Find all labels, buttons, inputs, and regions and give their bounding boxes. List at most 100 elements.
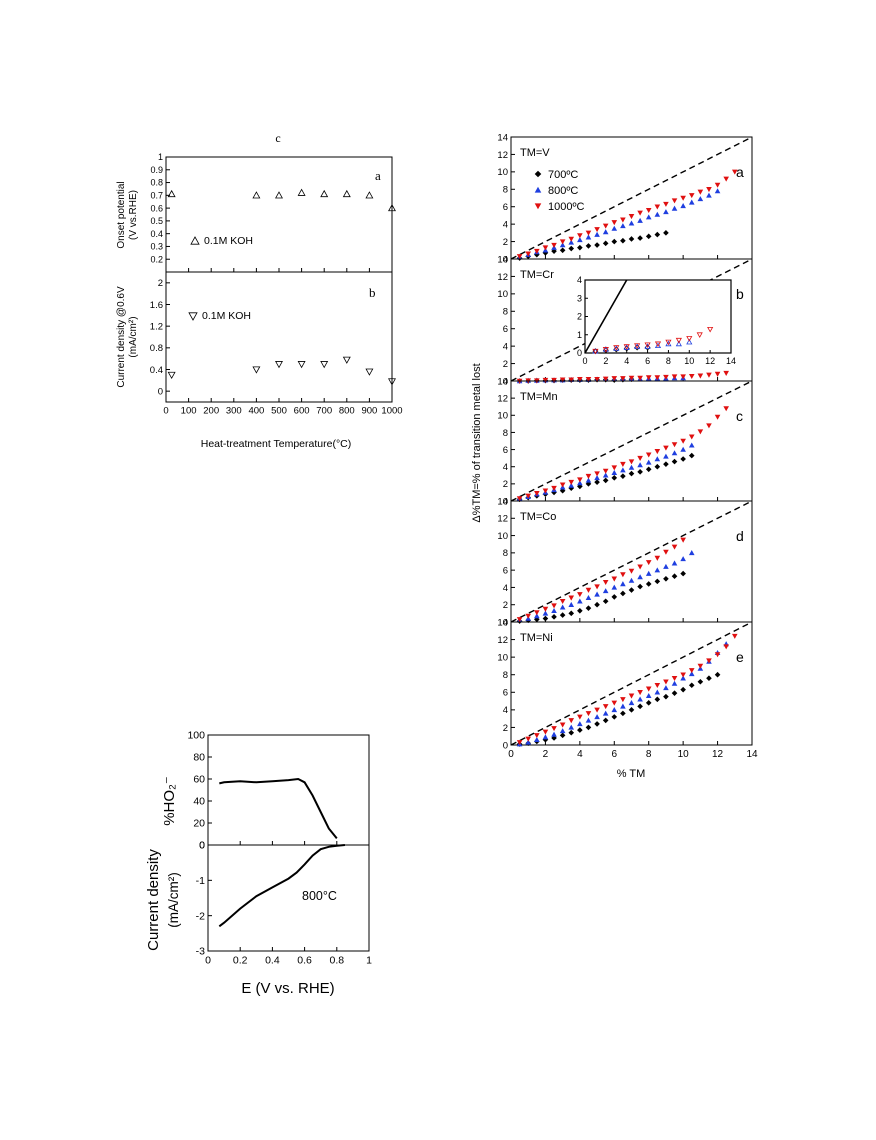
tm-point-1000 [568,718,575,724]
tm-point-1000 [594,377,600,383]
tm-inset-point-800 [686,338,693,345]
current-point [252,366,261,374]
tm-inset-xtick-label: 10 [684,356,694,366]
onset-potential-chart: a Onset potential (V vs.RHE) 0.1M KOH 1 0… [116,152,396,273]
tm-point-800 [671,680,678,686]
onset-point [388,203,396,212]
tm-inset-ytick-label: 1 [577,330,582,340]
tm-point-1000 [697,429,704,435]
tm-point-700 [663,575,669,582]
tm-panel-c: 14 12 10 8 6 4 2 0 TM=Mn c [497,376,753,507]
tm-legend-marker [534,170,542,178]
tm-inset-frame [584,279,732,354]
tm-inset-point-1000 [592,348,599,355]
onset-point [342,189,351,198]
tm-point-800 [637,696,643,702]
tm-point-700 [577,607,583,614]
tm-point-800 [645,693,652,699]
tm-inset-ytick-label: 0 [577,348,582,358]
tm-legend: 700ºC 800ºC 1000ºC [534,169,584,213]
tm-point-1000 [568,377,575,383]
tm-point-700 [688,452,695,459]
cd800-xlabel: E (V vs. RHE) [241,980,334,997]
tm-point-800 [628,577,635,583]
tm-point-800 [637,462,643,468]
tm-point-800 [568,724,575,730]
tm-panel-letter: d [736,528,744,544]
onset-point [275,191,283,199]
tm-point-1000 [585,587,592,593]
tm-point-700 [645,581,652,587]
tm-inset-xtick-label: 12 [705,356,715,366]
tm-c-ytick-label: 14 [497,376,508,387]
onset-panel-letter: a [375,168,381,183]
tm-point-700 [680,456,686,462]
cd800-curve [218,844,345,928]
tm-point-800 [594,231,600,237]
tm-inset-point-1000 [665,339,672,346]
tm-e-xtick-label: 4 [577,749,583,760]
tm-point-1000 [628,214,635,220]
current-xlabel: Heat-treatment Temperature(°C) [201,438,351,450]
tm-a-ytick-label: 14 [497,132,508,143]
tm-point-1000 [628,375,635,381]
tm-point-800 [654,211,661,217]
tm-point-800 [568,601,575,607]
onset-ytick-label: 0.8 [150,178,163,188]
tm-point-800 [663,209,669,215]
tm-b-ytick-label: 10 [497,289,508,300]
current-density-chart: b Current density @0.6V (mA/cm²) 0.1M KO… [116,271,403,450]
current-ytick-label: 1.6 [150,300,163,311]
current-point [297,361,306,369]
tm-point-1000 [680,195,686,201]
tm-point-700 [602,477,609,484]
tm-point-700 [628,707,635,713]
tm-point-700 [542,615,549,622]
tm-point-1000 [611,465,618,471]
tm-point-700 [637,469,643,475]
tm-point-1000 [628,568,635,574]
cd800-xtick-label: 0.2 [233,955,248,967]
tm-point-1000 [723,176,729,182]
tm-point-1000 [637,210,643,216]
tm-point-700 [620,590,626,597]
onset-legend-marker [190,236,200,245]
tm-point-700 [645,466,652,473]
ho2-ytick-label: 100 [187,730,205,742]
tm-e-ytick-label: 8 [503,670,508,681]
tm-point-700 [714,671,721,678]
tm-reference-line [510,136,753,260]
tm-e-ytick-label: 10 [497,652,508,663]
tm-point-700 [568,610,575,617]
tm-point-1000 [551,377,557,383]
tm-panel-label: TM=Mn [520,391,558,403]
tm-point-700 [654,463,661,470]
current-density-800c-chart: Current density (mA/cm²) 800°C E (V vs. … [145,840,372,997]
ho2-ytick-label: 20 [193,818,205,830]
tm-point-700 [534,616,540,623]
tm-point-1000 [637,690,643,696]
tm-point-1000 [577,592,583,598]
tm-panel-a: 14 12 10 8 6 4 2 0 TM=V a [497,132,753,265]
tm-point-700 [559,247,566,254]
tm-point-700 [534,251,540,258]
tm-d-ytick-label: 8 [503,548,508,559]
tm-point-800 [585,717,592,723]
tm-point-800 [620,223,626,229]
current-xtick-label: 400 [248,406,264,417]
tm-point-800 [680,446,686,452]
tm-point-700 [577,727,583,733]
tm-ylabel: Δ%TM=% of transition metal lost [471,363,483,522]
tm-point-800 [645,214,652,220]
tm-legend-label-800: 800ºC [548,185,578,197]
tm-e-xtick-label: 2 [543,749,549,760]
current-ytick-label: 1.2 [150,321,163,332]
onset-point [365,191,374,199]
tm-legend-marker [534,186,542,193]
onset-ytick-label: 0.3 [150,242,163,252]
tm-b-ytick-label: 4 [503,341,508,352]
tm-point-800 [585,477,592,483]
tm-point-1000 [680,374,686,380]
